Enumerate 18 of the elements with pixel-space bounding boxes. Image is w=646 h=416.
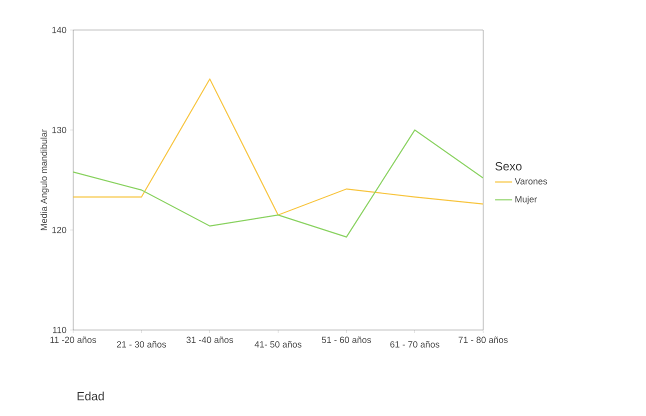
x-tick-label: 31 -40 años bbox=[186, 336, 234, 344]
x-tick-label: 71 - 80 años bbox=[458, 336, 508, 344]
x-tick-label: 41- 50 años bbox=[254, 341, 302, 348]
y-tick-label: 120 bbox=[52, 226, 66, 234]
x-tick-label: 51 - 60 años bbox=[322, 336, 372, 344]
y-tick-label: 130 bbox=[52, 126, 66, 134]
y-tick-label: 140 bbox=[52, 26, 66, 34]
y-tick-label: 110 bbox=[52, 326, 66, 334]
x-axis-title: Edad bbox=[78, 392, 104, 400]
x-tick-label: 21 - 30 años bbox=[116, 341, 166, 348]
line-series bbox=[72, 78, 484, 216]
y-axis-title: Media Angulo mandibular bbox=[40, 129, 49, 230]
legend-title: Sexo bbox=[495, 162, 522, 170]
line-series bbox=[72, 129, 484, 238]
x-tick-label: 11 -20 años bbox=[50, 336, 96, 344]
legend-label: Mujer bbox=[515, 196, 537, 204]
legend-label: Varones bbox=[514, 178, 548, 184]
x-tick-label: 61 - 70 años bbox=[390, 341, 440, 348]
